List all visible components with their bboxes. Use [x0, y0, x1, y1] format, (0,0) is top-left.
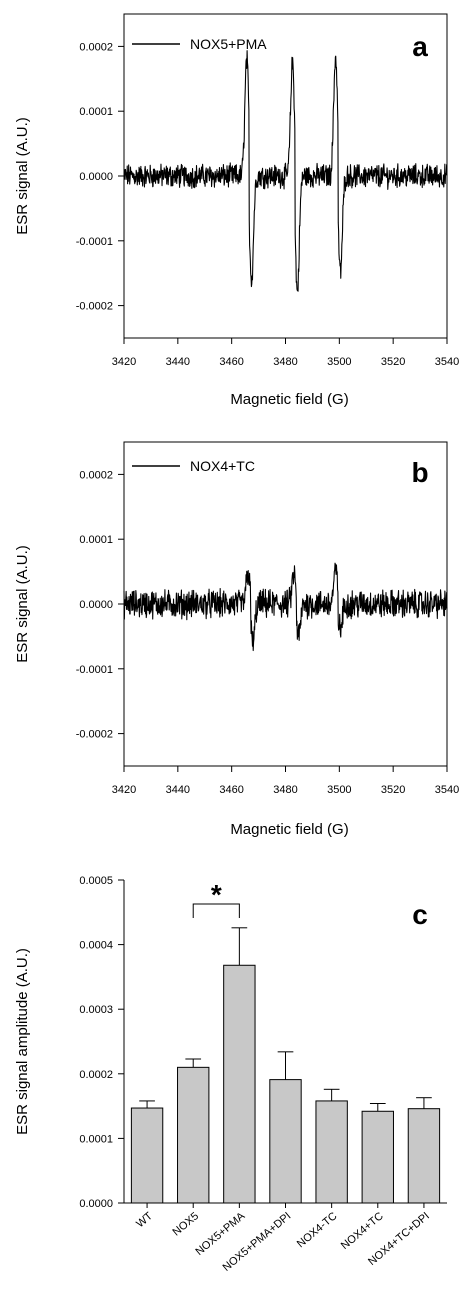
bar-NOX4-TC	[315, 1100, 348, 1204]
y-axis-label-a: ESR signal (A.U.)	[14, 117, 31, 235]
panel-letter-c: c	[412, 899, 428, 930]
x-tick-label-a: 3520	[381, 356, 405, 368]
y-tick-label-b: 0.0000	[79, 599, 113, 611]
x-tick-label-a: 3480	[273, 356, 297, 368]
y-tick-label-c: 0.0001	[79, 1133, 113, 1145]
x-tick-label-b: 3500	[327, 784, 351, 796]
series-line-a	[123, 50, 448, 292]
x-tick-label-b: 3540	[435, 784, 459, 796]
y-tick-label-c: 0.0002	[79, 1069, 113, 1081]
significance-star: *	[211, 879, 222, 910]
x-tick-label-b: 3420	[112, 784, 136, 796]
bar-NOX5+PMA	[223, 964, 256, 1204]
significance-bracket	[192, 903, 240, 918]
y-tick-label-b: 0.0002	[79, 469, 113, 481]
y-tick-label-c: 0.0005	[79, 875, 113, 887]
y-tick-label-c: 0.0000	[79, 1198, 113, 1210]
category-label: NOX4-TC	[295, 1210, 340, 1250]
x-tick-label-a: 3540	[435, 356, 459, 368]
x-tick-label-a: 3440	[166, 356, 190, 368]
bar-NOX4+TC+DPI	[407, 1108, 441, 1204]
x-tick-label-b: 3520	[381, 784, 405, 796]
panel-letter-b: b	[411, 457, 428, 488]
category-label: NOX5	[170, 1210, 201, 1238]
x-axis-label-b: Magnetic field (G)	[230, 821, 348, 838]
y-tick-label-a: 0.0000	[79, 171, 113, 183]
panel-letter-a: a	[412, 31, 428, 62]
y-tick-label-c: 0.0003	[79, 1004, 113, 1016]
x-tick-label-b: 3480	[273, 784, 297, 796]
y-axis-label-c: ESR signal amplitude (A.U.)	[14, 948, 31, 1135]
x-tick-label-a: 3500	[327, 356, 351, 368]
y-tick-label-b: -0.0001	[76, 664, 113, 676]
x-tick-label-a: 3420	[112, 356, 136, 368]
y-axis-label-b: ESR signal (A.U.)	[14, 545, 31, 663]
x-tick-label-a: 3460	[219, 356, 243, 368]
y-tick-label-a: 0.0002	[79, 41, 113, 53]
y-tick-label-a: 0.0001	[79, 106, 113, 118]
y-tick-label-a: -0.0001	[76, 236, 113, 248]
y-tick-label-c: 0.0004	[79, 940, 113, 952]
x-tick-label-b: 3440	[166, 784, 190, 796]
y-tick-label-b: -0.0002	[76, 729, 113, 741]
bar-NOX5+PMA+DPI	[269, 1079, 302, 1204]
legend-label-b: NOX4+TC	[190, 458, 255, 474]
bar-WT	[130, 1107, 164, 1204]
y-tick-label-b: 0.0001	[79, 534, 113, 546]
x-tick-label-b: 3460	[219, 784, 243, 796]
category-label: NOX4+TC	[339, 1210, 386, 1252]
series-line-b	[123, 562, 448, 652]
bar-NOX5	[177, 1066, 210, 1204]
bar-NOX4+TC	[361, 1110, 394, 1204]
x-axis-label-a: Magnetic field (G)	[230, 391, 348, 408]
y-tick-label-a: -0.0002	[76, 301, 113, 313]
category-label: WT	[134, 1210, 155, 1230]
legend-label-a: NOX5+PMA	[190, 36, 267, 52]
